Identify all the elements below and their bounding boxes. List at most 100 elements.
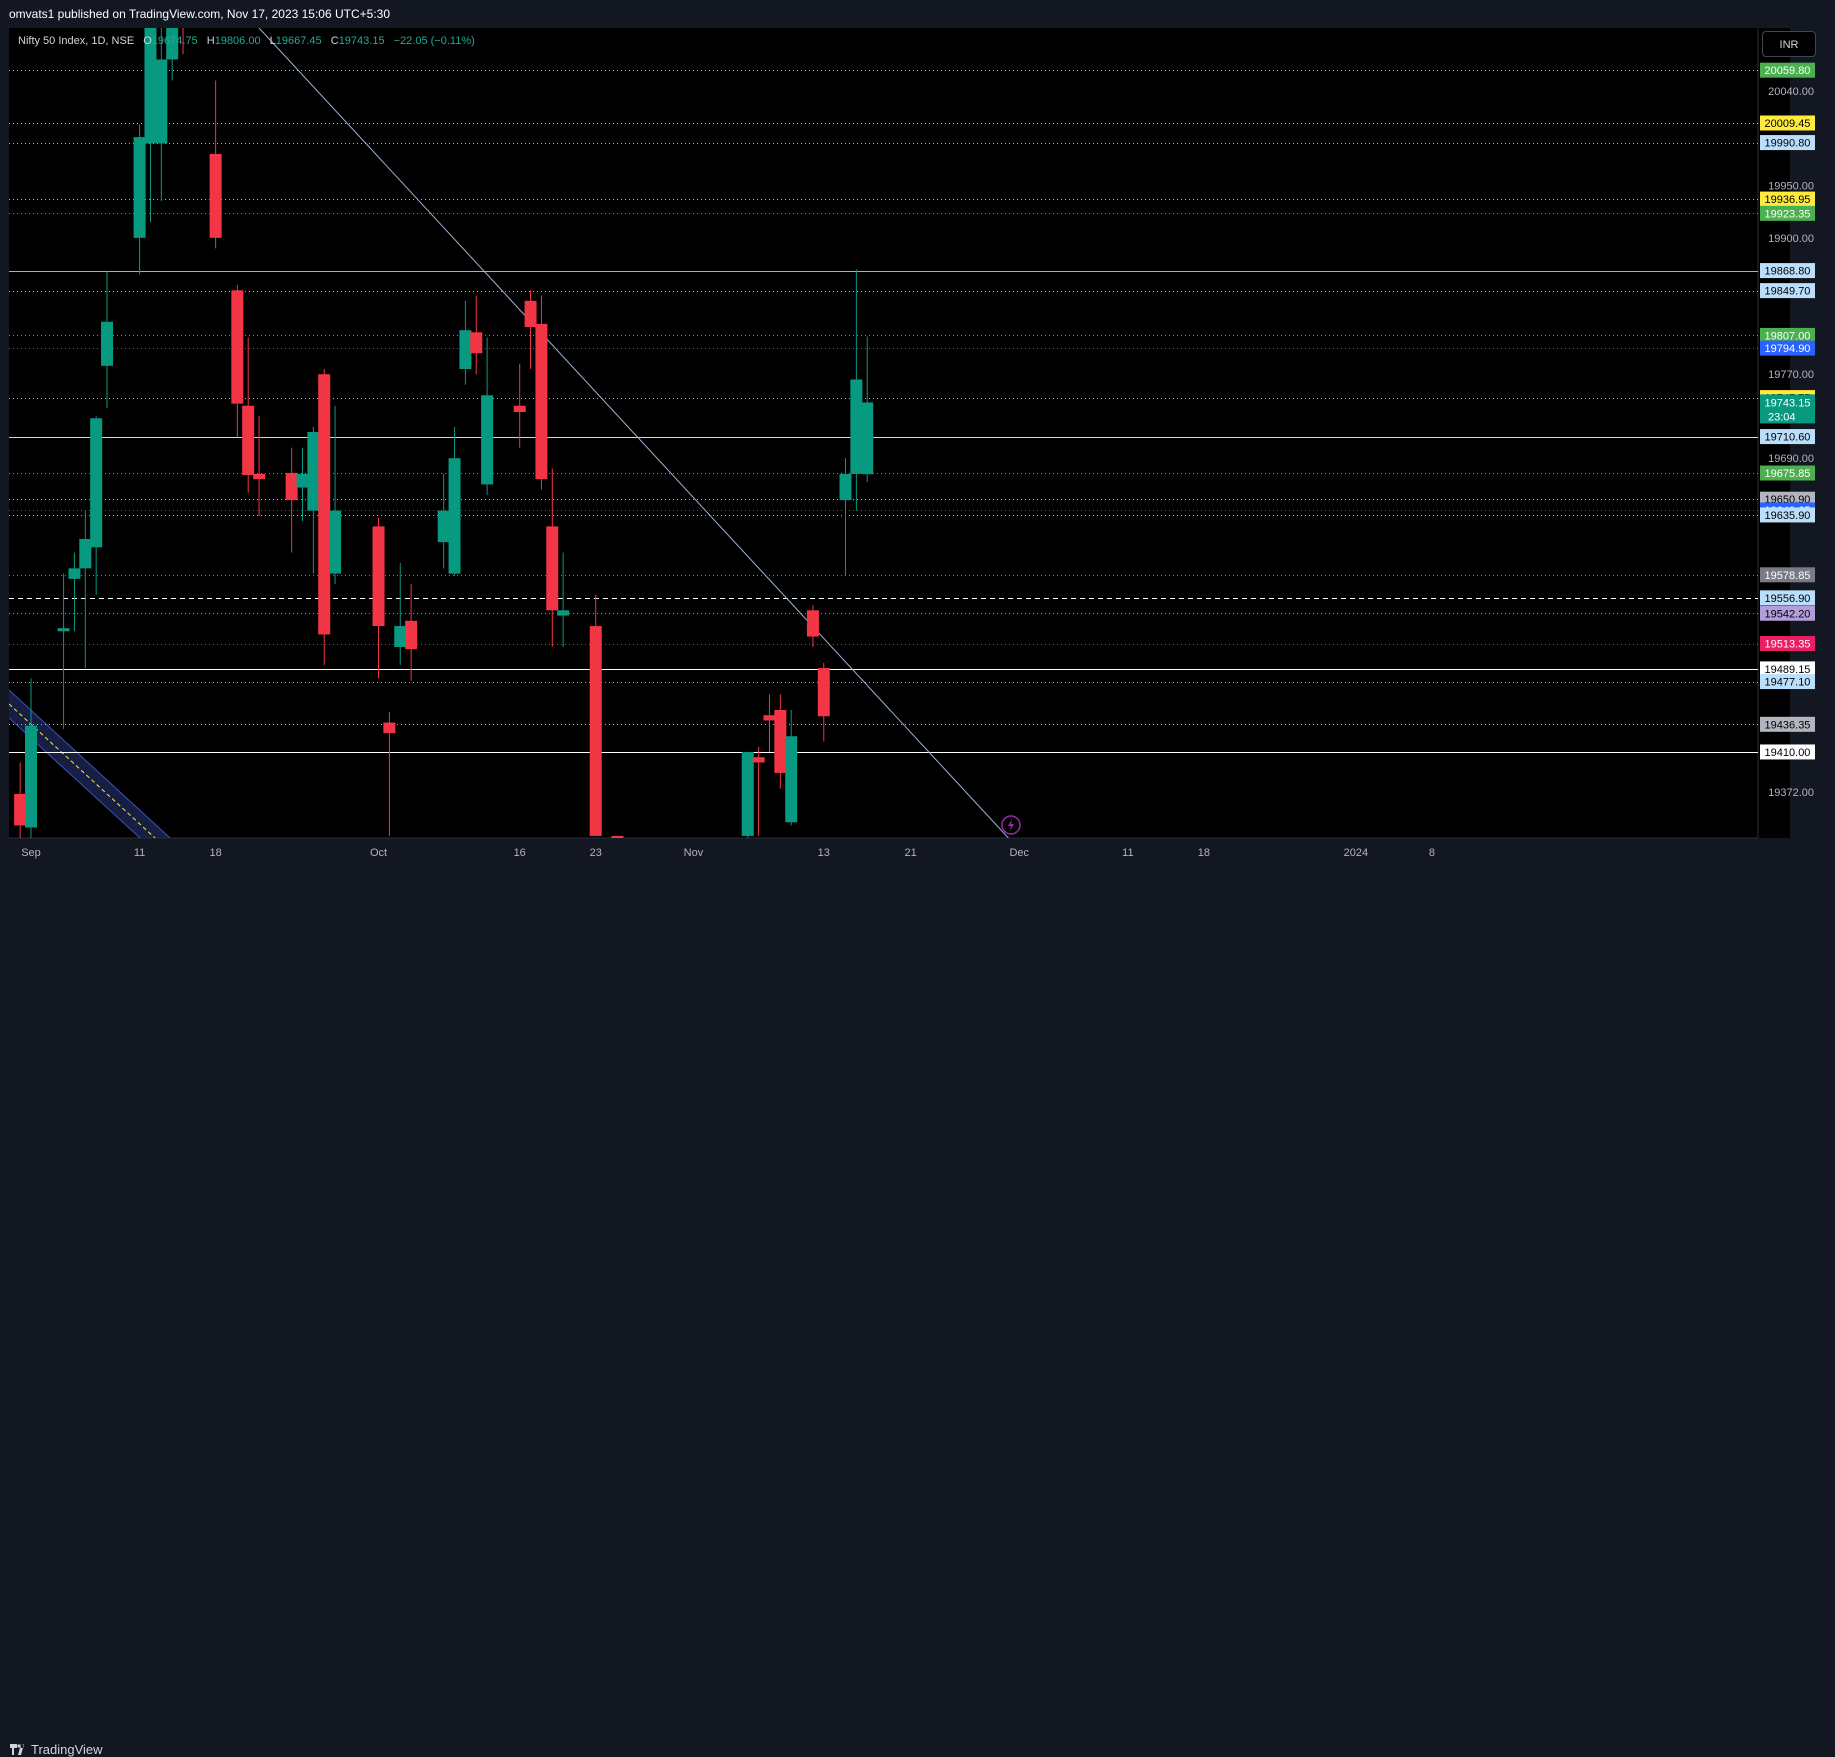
candle[interactable] bbox=[318, 368, 331, 665]
candle[interactable] bbox=[557, 552, 570, 648]
level-price-label[interactable]: 19635.90 bbox=[1760, 507, 1815, 523]
candle[interactable] bbox=[611, 835, 624, 838]
candle[interactable] bbox=[405, 584, 418, 681]
level-price-label[interactable]: 19513.35 bbox=[1760, 636, 1815, 652]
candle[interactable] bbox=[535, 295, 548, 490]
flash-icon[interactable] bbox=[1001, 815, 1021, 835]
level-label-text: 19410.00 bbox=[1765, 747, 1811, 759]
candle[interactable] bbox=[166, 0, 179, 81]
candle[interactable] bbox=[57, 573, 70, 729]
y-tick-label: 19690.00 bbox=[1768, 453, 1814, 465]
level-price-label[interactable]: 19710.60 bbox=[1760, 429, 1815, 445]
candle[interactable] bbox=[307, 426, 320, 574]
candle[interactable] bbox=[296, 447, 309, 522]
candle[interactable] bbox=[524, 290, 537, 369]
level-price-label[interactable]: 20009.45 bbox=[1760, 115, 1815, 131]
level-price-label[interactable]: 19410.00 bbox=[1760, 744, 1815, 760]
candle[interactable] bbox=[774, 694, 787, 789]
candle[interactable] bbox=[68, 552, 81, 632]
x-tick-label: 18 bbox=[1198, 847, 1210, 859]
candle[interactable] bbox=[209, 80, 222, 249]
level-label-bg bbox=[1760, 191, 1815, 207]
candle[interactable] bbox=[806, 605, 819, 648]
last-price-label[interactable]: 19743.15 23:04 bbox=[1760, 394, 1815, 424]
candle-body bbox=[25, 725, 37, 828]
level-label-bg bbox=[1760, 465, 1815, 481]
candle[interactable] bbox=[285, 447, 298, 553]
candle[interactable] bbox=[101, 271, 114, 408]
candle[interactable] bbox=[133, 124, 146, 275]
candle[interactable] bbox=[14, 762, 27, 838]
candle[interactable] bbox=[25, 678, 37, 838]
x-tick-label: Sep bbox=[21, 847, 41, 859]
candle[interactable] bbox=[437, 473, 450, 569]
last-price-bg bbox=[1760, 394, 1815, 424]
candle[interactable] bbox=[383, 712, 396, 836]
candle-body bbox=[448, 458, 461, 574]
currency-button[interactable]: INR bbox=[1762, 31, 1816, 57]
candle[interactable] bbox=[763, 694, 776, 752]
x-tick-label: 11 bbox=[134, 847, 145, 859]
level-price-label[interactable]: 20059.80 bbox=[1760, 62, 1815, 78]
level-label-text: 19675.85 bbox=[1765, 468, 1811, 480]
candle[interactable] bbox=[242, 337, 255, 493]
level-label-bg bbox=[1760, 590, 1815, 606]
level-label-text: 19936.95 bbox=[1765, 194, 1811, 206]
level-price-label[interactable]: 19990.80 bbox=[1760, 135, 1815, 151]
candle[interactable] bbox=[155, 7, 168, 202]
tradingview-brand: TradingView bbox=[31, 1742, 103, 1757]
level-label-bg bbox=[1760, 115, 1815, 131]
time-axis[interactable] bbox=[9, 838, 1790, 866]
plot-area[interactable] bbox=[9, 28, 1790, 838]
price-chart[interactable]: 20040.00 19950.00 19900.00 19770.00 19690.00… bbox=[0, 0, 1835, 866]
candle[interactable] bbox=[861, 336, 874, 482]
candle[interactable] bbox=[372, 517, 385, 679]
candle[interactable] bbox=[741, 751, 754, 838]
candle[interactable] bbox=[394, 563, 407, 665]
level-price-label[interactable]: 19477.10 bbox=[1760, 674, 1815, 690]
tradingview-logo[interactable]: TradingView bbox=[10, 1742, 103, 1757]
candle[interactable] bbox=[850, 269, 863, 511]
candle[interactable] bbox=[90, 416, 103, 595]
trend-line[interactable] bbox=[258, 28, 1009, 838]
level-price-label[interactable]: 19923.35 bbox=[1760, 205, 1815, 221]
candle[interactable] bbox=[752, 746, 765, 836]
candle[interactable] bbox=[470, 295, 483, 375]
candle[interactable] bbox=[253, 416, 266, 516]
level-price-label[interactable]: 19807.00 bbox=[1760, 327, 1815, 343]
candle[interactable] bbox=[329, 405, 342, 585]
candle[interactable] bbox=[589, 594, 602, 836]
level-price-label[interactable]: 19936.95 bbox=[1760, 191, 1815, 207]
candle[interactable] bbox=[231, 285, 244, 438]
level-price-label[interactable]: 19849.70 bbox=[1760, 283, 1815, 299]
candle[interactable] bbox=[817, 662, 830, 742]
candle[interactable] bbox=[546, 468, 559, 648]
level-label-text: 19635.90 bbox=[1765, 510, 1811, 522]
candle-body bbox=[209, 153, 222, 238]
level-label-text: 19578.85 bbox=[1765, 570, 1811, 582]
level-price-label[interactable]: 19489.15 bbox=[1760, 661, 1815, 677]
candle-body bbox=[535, 323, 548, 480]
level-price-label[interactable]: 19436.35 bbox=[1760, 716, 1815, 732]
level-label-bg bbox=[1760, 567, 1815, 583]
candle[interactable] bbox=[177, 0, 189, 55]
candle[interactable] bbox=[481, 337, 494, 495]
candle[interactable] bbox=[448, 426, 461, 576]
candle[interactable] bbox=[839, 458, 852, 576]
candle[interactable] bbox=[79, 510, 92, 669]
level-price-label[interactable]: 19868.80 bbox=[1760, 263, 1815, 279]
candle-body bbox=[817, 668, 830, 717]
level-price-label[interactable]: 19675.85 bbox=[1760, 465, 1815, 481]
level-label-text: 20009.45 bbox=[1765, 118, 1811, 130]
candle[interactable] bbox=[785, 709, 798, 826]
candle[interactable] bbox=[144, 18, 157, 223]
level-price-label[interactable]: 19578.85 bbox=[1760, 567, 1815, 583]
candle[interactable] bbox=[459, 300, 472, 385]
legend-change: −22.05 (−0.11%) bbox=[393, 35, 475, 47]
candle[interactable] bbox=[513, 363, 526, 448]
tradingview-logo-icon bbox=[10, 1744, 25, 1755]
level-price-label[interactable]: 19556.90 bbox=[1760, 590, 1815, 606]
candle-body bbox=[296, 473, 309, 488]
level-price-label[interactable]: 19542.20 bbox=[1760, 605, 1815, 621]
level-price-label[interactable]: 19794.90 bbox=[1760, 340, 1815, 356]
